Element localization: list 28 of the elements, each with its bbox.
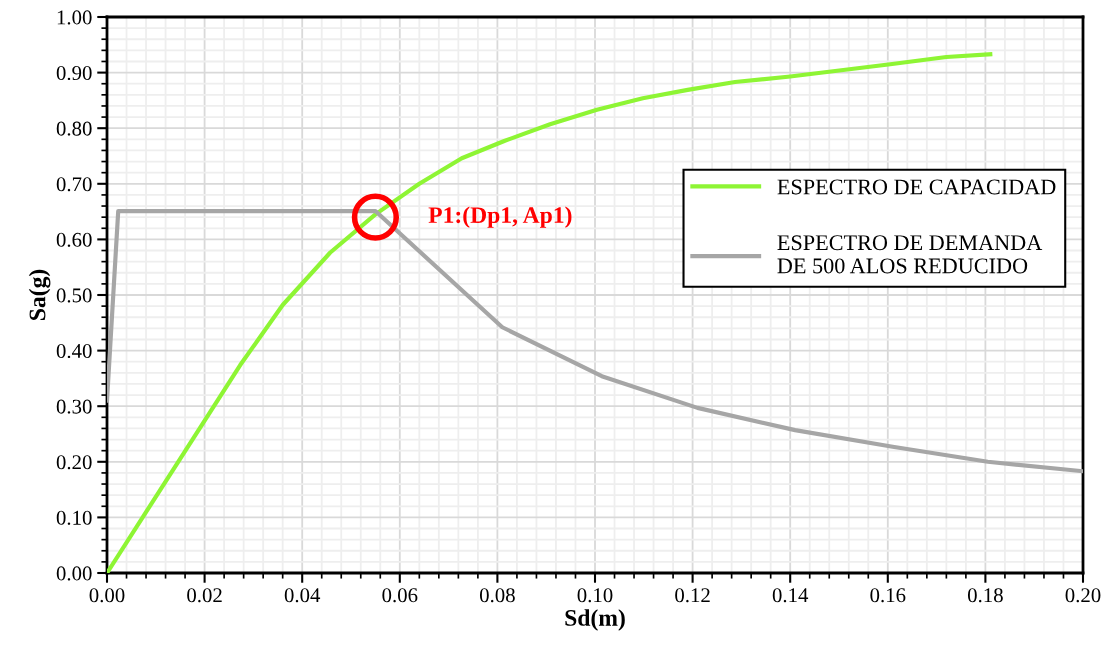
x-tick-label: 0.16 xyxy=(870,588,906,603)
y-tick-label: 0.30 xyxy=(56,399,92,414)
y-axis-title: Sa(g) xyxy=(28,269,51,320)
x-tick-label: 0.08 xyxy=(479,588,515,603)
legend-label: ESPECTRO DE CAPACIDAD xyxy=(777,179,1056,195)
y-tick-label: 0.40 xyxy=(56,343,92,359)
x-tick-label: 0.02 xyxy=(187,588,222,603)
legend-label: ESPECTRO DE DEMANDA DE 500 ALOS REDUCIDO xyxy=(777,235,1043,274)
x-tick-label: 0.14 xyxy=(772,588,809,603)
x-tick-label: 0.18 xyxy=(967,588,1003,603)
x-axis-title: Sd(m) xyxy=(565,609,625,631)
annotation: P1:(Dp1, Ap1) xyxy=(428,206,572,228)
y-tick-label: 0.20 xyxy=(56,455,92,470)
y-tick-label: 1.00 xyxy=(57,10,92,25)
x-tick-label: 0.06 xyxy=(382,588,418,603)
line-series xyxy=(107,208,1083,474)
y-tick-label: 0.10 xyxy=(56,510,92,525)
y-tick-label: 0.00 xyxy=(56,566,92,581)
y-tick-label: 0.70 xyxy=(56,177,92,192)
x-tick-label: 0.12 xyxy=(675,588,710,603)
x-tick-label: 0.20 xyxy=(1065,588,1101,603)
y-tick-label: 0.50 xyxy=(56,288,92,303)
y-tick-label: 0.90 xyxy=(56,65,92,81)
y-tick-label: 0.80 xyxy=(56,121,92,136)
x-tick-label: 0.04 xyxy=(284,588,321,603)
y-tick-label: 0.60 xyxy=(56,232,92,247)
x-tick-label: 0.00 xyxy=(89,588,125,603)
x-tick-label: 0.10 xyxy=(577,588,613,603)
